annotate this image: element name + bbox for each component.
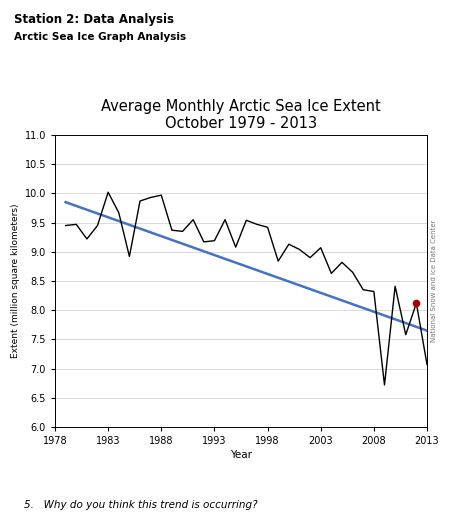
Title: Average Monthly Arctic Sea Ice Extent
October 1979 - 2013: Average Monthly Arctic Sea Ice Extent Oc…: [101, 99, 381, 131]
X-axis label: Year: Year: [230, 450, 252, 460]
Text: Arctic Sea Ice Graph Analysis: Arctic Sea Ice Graph Analysis: [14, 32, 186, 42]
Y-axis label: Extent (million square kilometers): Extent (million square kilometers): [11, 204, 20, 358]
Text: National Snow and Ice Data Center: National Snow and Ice Data Center: [431, 220, 437, 342]
Text: 5.   Why do you think this trend is occurring?: 5. Why do you think this trend is occurr…: [24, 500, 257, 510]
Text: Station 2: Data Analysis: Station 2: Data Analysis: [14, 13, 174, 26]
